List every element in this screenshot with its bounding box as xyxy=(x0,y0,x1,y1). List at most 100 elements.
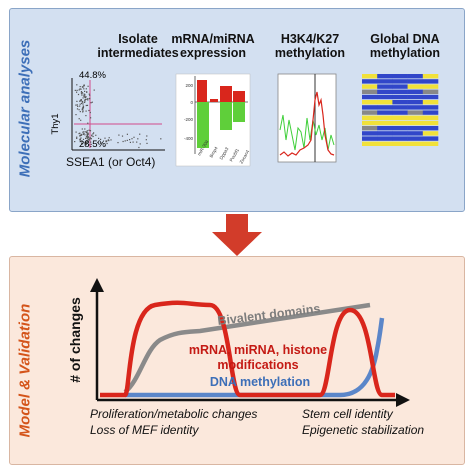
col-title-histone-line2: methylation xyxy=(274,46,346,60)
facs-dot xyxy=(87,99,89,101)
heatmap-cell xyxy=(422,84,439,89)
facs-dot xyxy=(86,137,88,139)
mrna-curve xyxy=(100,300,395,398)
facs-dot xyxy=(88,129,90,131)
facs-dot xyxy=(86,132,88,134)
bar-up-4 xyxy=(233,91,245,102)
facs-dot xyxy=(80,92,82,94)
heatmap-cell xyxy=(392,110,408,115)
facs-dot xyxy=(160,138,162,140)
facs-dot xyxy=(90,117,92,119)
col-title-dna-line1: Global DNA xyxy=(370,32,440,46)
heatmap-cell xyxy=(377,100,393,105)
facs-dot xyxy=(82,97,84,99)
facs-dot xyxy=(122,140,124,143)
facs-pct-top: 44.8% xyxy=(79,70,106,81)
facs-dots xyxy=(74,84,162,149)
heatmap-cell xyxy=(392,94,408,100)
col-title-isolate-line1: Isolate xyxy=(118,32,158,46)
facs-dot xyxy=(81,134,83,136)
facs-dot xyxy=(82,110,84,112)
histone-track xyxy=(277,73,337,163)
facs-dot xyxy=(93,132,95,134)
facs-dot xyxy=(97,141,99,144)
facs-dot xyxy=(82,108,84,110)
heatmap-cell xyxy=(362,131,378,136)
facs-dot xyxy=(81,93,83,95)
facs-pct-bottom: 28.5% xyxy=(79,139,106,150)
facs-dot xyxy=(81,94,83,96)
facs-dot xyxy=(78,89,80,91)
heatmap-cell xyxy=(422,115,439,120)
heatmap-cell xyxy=(362,74,378,79)
heatmap-cell xyxy=(377,94,393,100)
facs-dot xyxy=(84,98,86,101)
heatmap-cell xyxy=(392,136,408,141)
heatmap-cell xyxy=(377,110,393,115)
col-title-isolate-line2: intermediates xyxy=(97,46,179,60)
facs-dot xyxy=(89,137,91,139)
facs-dot xyxy=(81,141,83,143)
facs-dot xyxy=(101,142,103,144)
model-plot: # of changes Bivalent domains mRNA, miRN… xyxy=(67,278,410,407)
facs-dot xyxy=(76,104,78,106)
facs-dot xyxy=(84,90,86,92)
heatmap-cell xyxy=(362,84,378,89)
facs-dot xyxy=(117,142,119,144)
facs-dot xyxy=(76,100,78,102)
heatmap-cell xyxy=(392,89,408,94)
facs-dot xyxy=(88,144,90,146)
heatmap-cell xyxy=(377,84,393,89)
facs-dot xyxy=(87,136,89,138)
heatmap-cell xyxy=(377,120,393,126)
facs-dot xyxy=(83,101,86,103)
facs-dot xyxy=(136,141,138,143)
heatmap-cell xyxy=(377,131,393,136)
facs-dot xyxy=(80,119,82,121)
facs-dot xyxy=(84,99,86,101)
bar-tick-minus400: -400 xyxy=(184,136,194,141)
facs-dot xyxy=(88,93,90,95)
facs-dot xyxy=(133,136,135,138)
dna-methylation-heatmap xyxy=(362,74,439,146)
heatmap-cell xyxy=(407,110,424,115)
facs-dot xyxy=(75,114,77,116)
bar-down-1 xyxy=(197,102,209,148)
heatmap-cell xyxy=(392,131,408,136)
facs-dot xyxy=(84,97,86,99)
facs-dot xyxy=(84,96,86,98)
facs-dot xyxy=(85,141,87,143)
facs-dot xyxy=(85,140,87,142)
caption-left-1: Proliferation/metabolic changes xyxy=(90,407,258,421)
heatmap-cell xyxy=(407,84,424,89)
facs-dot xyxy=(82,86,84,88)
bar-up-2 xyxy=(210,99,218,102)
heatmap-cell xyxy=(377,89,393,94)
bivalent-label: Bivalent domains xyxy=(217,301,321,328)
heatmap-cell xyxy=(407,94,424,100)
facs-dot xyxy=(86,98,88,100)
bar-tick-0: 0 xyxy=(190,100,193,105)
facs-dot xyxy=(85,88,87,90)
y-axis-label: # of changes xyxy=(67,297,83,383)
facs-dot xyxy=(79,105,81,107)
facs-dot xyxy=(86,130,88,132)
facs-dot xyxy=(85,144,87,146)
facs-dot xyxy=(81,102,83,105)
heatmap-cell xyxy=(422,131,439,136)
heatmap-cell xyxy=(407,115,424,120)
facs-dot xyxy=(89,138,91,140)
facs-dot xyxy=(86,91,88,93)
heatmap-cell xyxy=(362,94,378,100)
facs-dot xyxy=(83,95,85,97)
facs-dot xyxy=(76,91,78,93)
facs-dot xyxy=(87,98,89,100)
col-title-dna-line2: methylation xyxy=(369,46,441,60)
facs-dot xyxy=(85,142,87,144)
facs-dot xyxy=(76,89,78,91)
facs-dot xyxy=(85,96,87,98)
facs-dot xyxy=(95,134,97,136)
facs-dot xyxy=(87,134,89,136)
facs-dot xyxy=(110,139,112,141)
